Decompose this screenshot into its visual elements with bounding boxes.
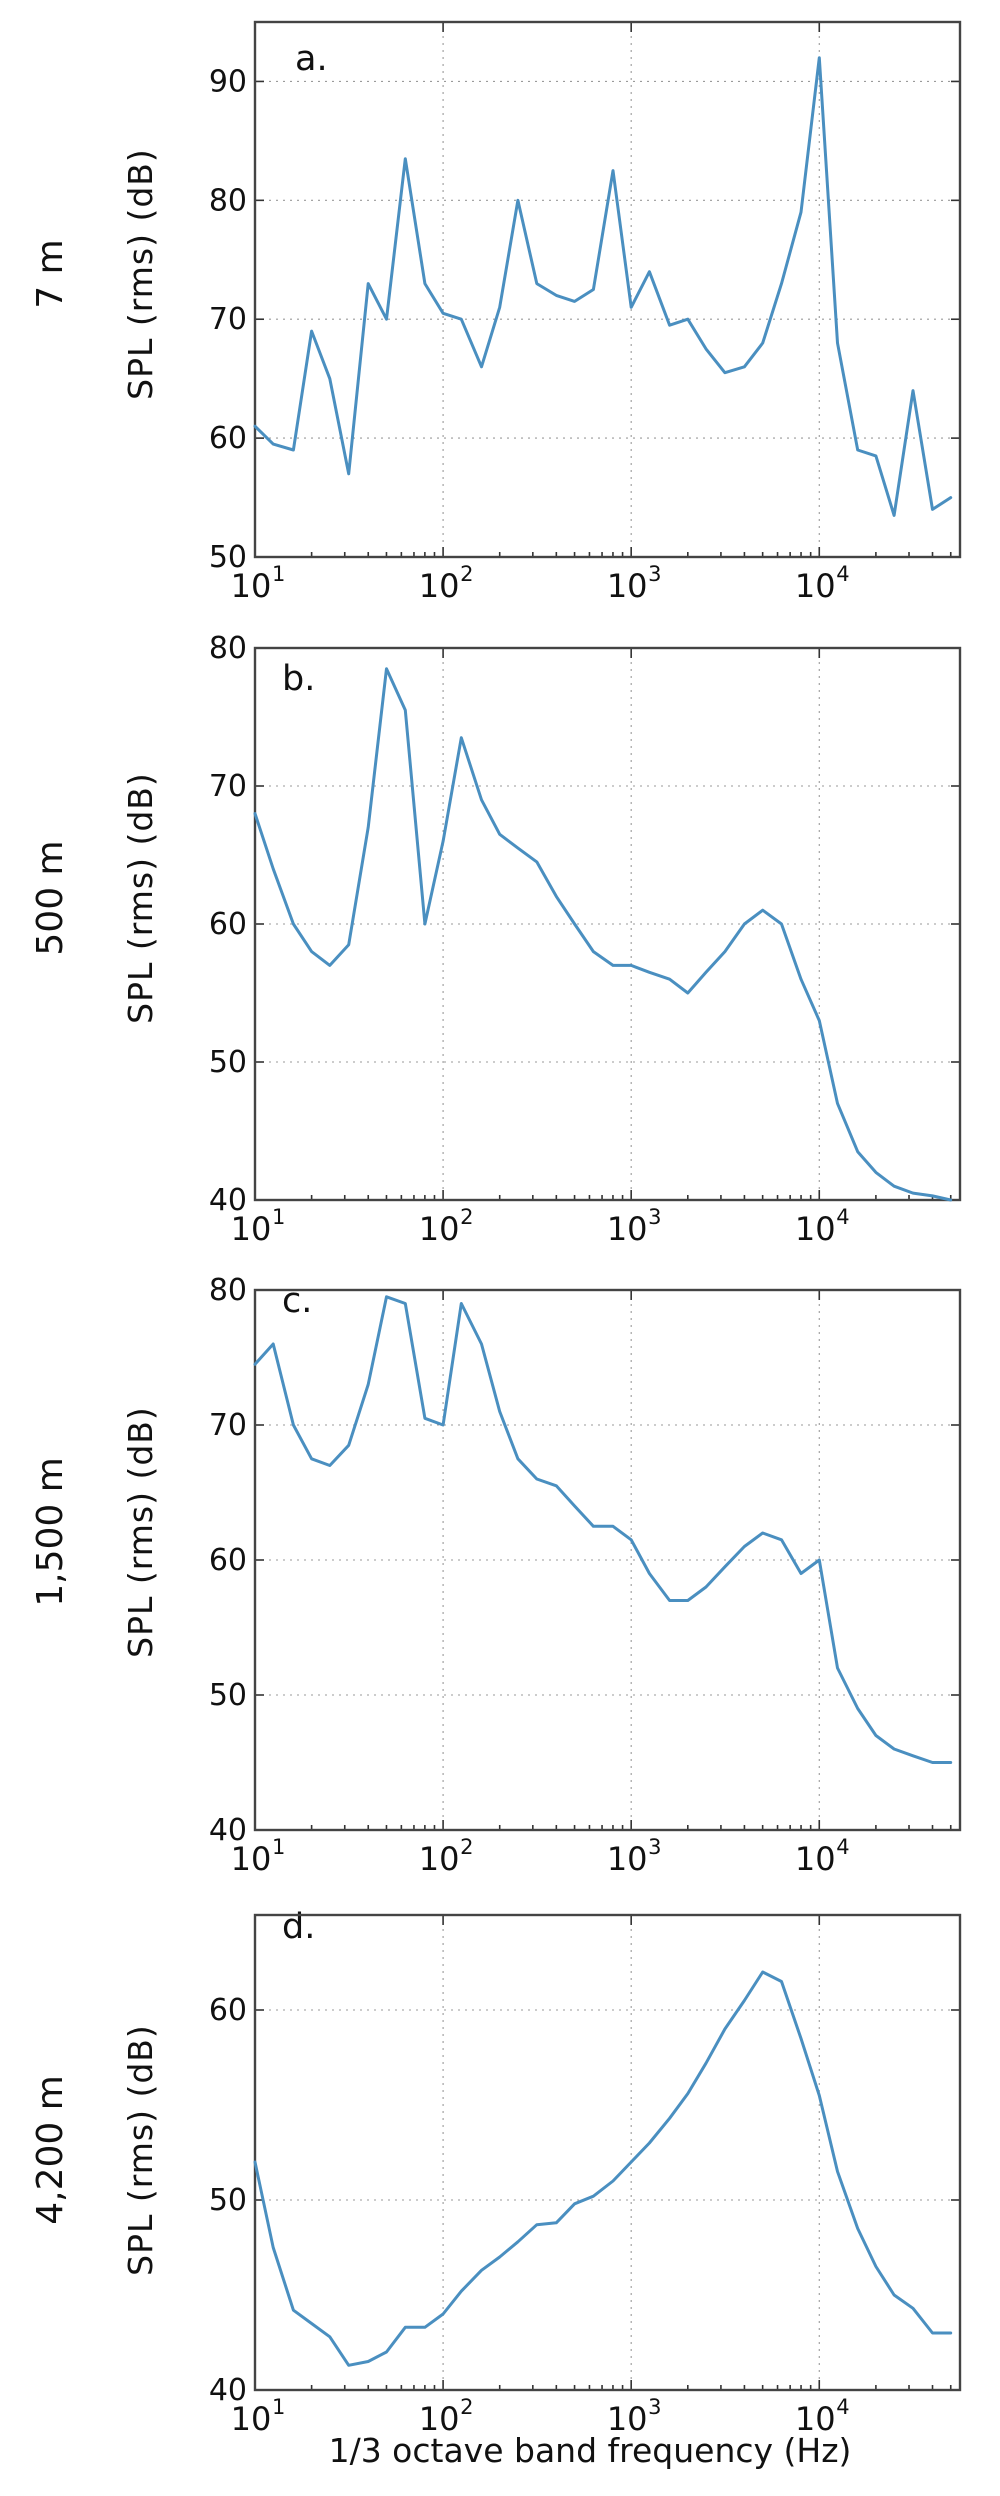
y-tick-label-a-1: 60 <box>209 421 247 456</box>
panel-label-a: a. <box>295 39 328 79</box>
x-tick-exponent-a-2: 3 <box>648 562 661 586</box>
y-axis-label-d: SPL (rms) (dB) <box>121 2024 160 2276</box>
y-axis-label-a: SPL (rms) (dB) <box>121 148 160 400</box>
x-tick-label-b-3: 10 <box>795 1210 836 1248</box>
plot-frame-a <box>253 20 962 559</box>
x-tick-label-a-0: 10 <box>231 567 272 605</box>
x-tick-exponent-d-3: 4 <box>836 2395 849 2419</box>
x-tick-exponent-b-1: 2 <box>460 1205 473 1229</box>
y-tick-label-d-1: 50 <box>209 2183 247 2218</box>
y-tick-label-d-0: 40 <box>209 2373 247 2408</box>
series-line-d <box>253 1970 953 2367</box>
y-tick-label-c-2: 60 <box>209 1543 247 1578</box>
x-tick-exponent-c-0: 1 <box>272 1835 285 1859</box>
y-tick-label-b-3: 70 <box>209 769 247 804</box>
x-tick-exponent-c-2: 3 <box>648 1835 661 1859</box>
y-axis-label-b: SPL (rms) (dB) <box>121 772 160 1024</box>
x-tick-label-a-1: 10 <box>419 567 460 605</box>
series-line-b <box>253 667 953 1202</box>
x-tick-label-c-1: 10 <box>419 1840 460 1878</box>
panel-label-d: d. <box>282 1907 315 1947</box>
x-tick-exponent-d-1: 2 <box>460 2395 473 2419</box>
panel-label-c: c. <box>282 1281 312 1321</box>
x-tick-exponent-b-3: 4 <box>836 1205 849 1229</box>
x-tick-exponent-d-2: 3 <box>648 2395 661 2419</box>
y-tick-label-b-2: 60 <box>209 907 247 942</box>
x-tick-exponent-b-0: 1 <box>272 1205 285 1229</box>
x-tick-label-d-3: 10 <box>795 2400 836 2438</box>
y-tick-label-b-0: 40 <box>209 1183 247 1218</box>
y-tick-label-a-0: 50 <box>209 540 247 575</box>
panel-d: 4,200 m SPL (rms) (dB) d. 1/3 octave ban… <box>30 1907 962 2470</box>
x-tick-label-a-3: 10 <box>795 567 836 605</box>
x-tick-exponent-a-0: 1 <box>272 562 285 586</box>
x-tick-exponent-a-3: 4 <box>836 562 849 586</box>
x-tick-label-b-0: 10 <box>231 1210 272 1248</box>
x-tick-exponent-a-1: 2 <box>460 562 473 586</box>
x-tick-label-d-0: 10 <box>231 2400 272 2438</box>
y-tick-label-c-3: 70 <box>209 1408 247 1443</box>
x-tick-label-a-2: 10 <box>607 567 648 605</box>
series-line-a <box>253 56 953 517</box>
x-tick-label-b-1: 10 <box>419 1210 460 1248</box>
plot-frame-c <box>253 1288 962 1832</box>
row-label-b: 500 m <box>30 840 71 955</box>
panel-label-b: b. <box>282 659 315 699</box>
y-tick-label-c-4: 80 <box>209 1273 247 1308</box>
x-tick-exponent-c-1: 2 <box>460 1835 473 1859</box>
y-tick-label-b-1: 50 <box>209 1045 247 1080</box>
x-tick-label-d-1: 10 <box>419 2400 460 2438</box>
y-tick-label-b-4: 80 <box>209 631 247 666</box>
y-tick-label-d-2: 60 <box>209 1993 247 2028</box>
x-tick-label-b-2: 10 <box>607 1210 648 1248</box>
x-tick-label-c-3: 10 <box>795 1840 836 1878</box>
row-label-d: 4,200 m <box>30 2075 71 2225</box>
y-tick-label-c-1: 50 <box>209 1678 247 1713</box>
y-tick-label-c-0: 40 <box>209 1813 247 1848</box>
plot-frame-d <box>253 1913 962 2392</box>
x-tick-exponent-d-0: 1 <box>272 2395 285 2419</box>
x-tick-label-c-2: 10 <box>607 1840 648 1878</box>
row-label-a: 7 m <box>30 239 71 308</box>
x-tick-exponent-c-3: 4 <box>836 1835 849 1859</box>
y-tick-label-a-3: 80 <box>209 183 247 218</box>
y-tick-label-a-4: 90 <box>209 64 247 99</box>
x-axis-label: 1/3 octave band frequency (Hz) <box>329 2431 852 2470</box>
x-tick-exponent-b-2: 3 <box>648 1205 661 1229</box>
row-label-c: 1,500 m <box>30 1457 71 1607</box>
y-axis-label-c: SPL (rms) (dB) <box>121 1406 160 1658</box>
plot-frame-b <box>253 646 962 1202</box>
y-tick-label-a-2: 70 <box>209 302 247 337</box>
x-tick-label-d-2: 10 <box>607 2400 648 2438</box>
series-line-c <box>253 1295 953 1764</box>
x-tick-label-c-0: 10 <box>231 1840 272 1878</box>
